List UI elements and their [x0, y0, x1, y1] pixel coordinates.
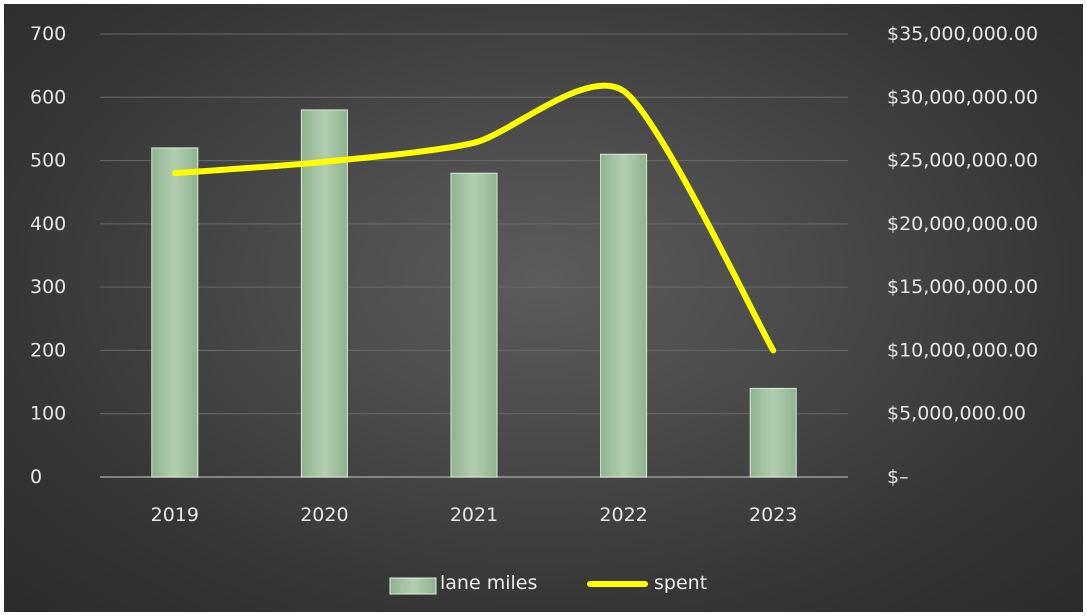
left-axis-tick-label: 0 [30, 466, 42, 488]
right-axis-ticks: $– $5,000,000.00 $10,000,000.00 $15,000,000… [887, 23, 1038, 488]
bar-2021 [450, 172, 498, 478]
x-axis-tick-label: 2022 [599, 504, 647, 526]
legend-label-spent: spent [654, 572, 707, 594]
spent-point-2020 [323, 161, 325, 163]
bar-2022 [600, 153, 648, 478]
right-axis-tick-label: $25,000,000.00 [887, 150, 1038, 172]
bar-series-lane-miles [151, 109, 797, 478]
x-axis-tick-label: 2021 [450, 504, 498, 526]
left-axis-tick-label: 200 [30, 339, 66, 361]
right-axis-tick-label: $35,000,000.00 [887, 23, 1038, 45]
left-axis-tick-label: 600 [30, 86, 66, 108]
spent-point-2023 [772, 349, 774, 351]
x-axis-tick-label: 2020 [300, 504, 348, 526]
legend-label-lane-miles: lane miles [440, 572, 537, 594]
x-axis-tick-label: 2019 [151, 504, 199, 526]
spent-line [171, 82, 777, 354]
chart-area: 0 100 200 300 400 500 600 700 $– $5,000,000.00 $1… [4, 4, 1083, 612]
x-axis-ticks: 2019 2020 2021 2022 2023 [151, 504, 798, 526]
left-axis-tick-label: 500 [30, 150, 66, 172]
right-axis-tick-label: $– [887, 466, 909, 488]
legend: lane miles spent [389, 572, 707, 595]
spent-point-2021 [473, 142, 475, 144]
left-axis-tick-label: 300 [30, 276, 66, 298]
right-axis-tick-label: $5,000,000.00 [887, 403, 1026, 425]
bar-2023 [749, 387, 797, 478]
right-axis-tick-label: $15,000,000.00 [887, 276, 1038, 298]
left-axis-ticks: 0 100 200 300 400 500 600 700 [30, 23, 66, 488]
spent-point-2022 [623, 90, 625, 92]
line-series-spent [171, 82, 777, 354]
x-axis-tick-label: 2023 [749, 504, 797, 526]
bar-2019 [151, 147, 199, 478]
bar-2020 [300, 109, 348, 478]
spent-point-2019 [174, 172, 176, 174]
left-axis-tick-label: 400 [30, 213, 66, 235]
right-axis-tick-label: $20,000,000.00 [887, 213, 1038, 235]
combo-chart: 0 100 200 300 400 500 600 700 $– $5,000,000.00 $1… [30, 23, 1038, 595]
legend-swatch-lane-miles [389, 577, 437, 595]
left-axis-tick-label: 700 [30, 23, 66, 45]
right-axis-tick-label: $30,000,000.00 [887, 86, 1038, 108]
left-axis-tick-label: 100 [30, 403, 66, 425]
right-axis-tick-label: $10,000,000.00 [887, 339, 1038, 361]
